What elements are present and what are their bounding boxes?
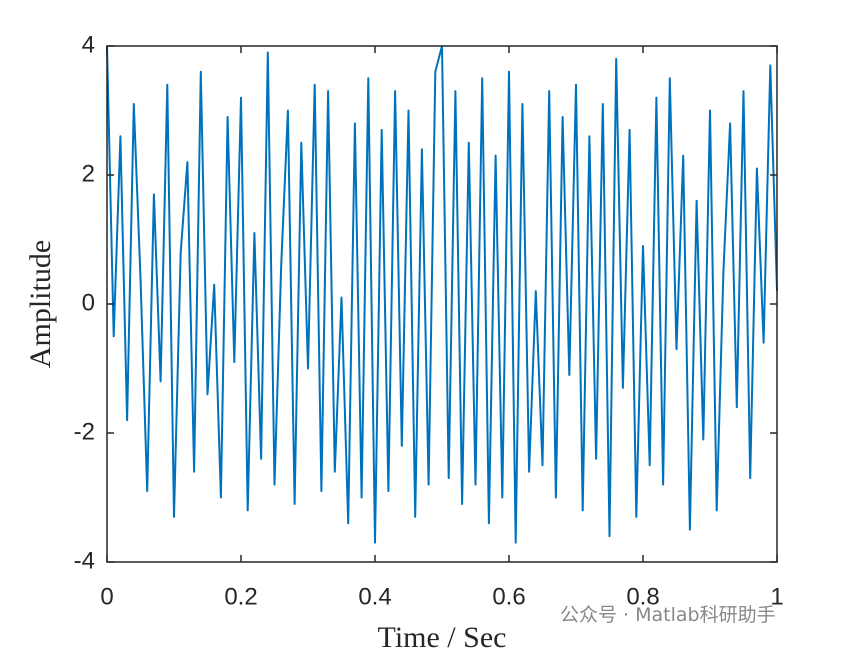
x-tick-label: 0.8 bbox=[626, 583, 659, 610]
y-tick-label: 4 bbox=[82, 31, 95, 58]
x-tick-label: 0.2 bbox=[224, 583, 257, 610]
watermark: 公众号 · Matlab科研助手 bbox=[560, 604, 776, 626]
x-tick-label: 0.4 bbox=[358, 583, 391, 610]
y-tick-label: 0 bbox=[82, 289, 95, 316]
x-axis-label: Time / Sec bbox=[378, 621, 507, 653]
x-tick-label: 0.6 bbox=[492, 583, 525, 610]
y-axis-label: Amplitude bbox=[24, 240, 57, 368]
x-tick-label: 0 bbox=[100, 583, 113, 610]
y-tick-label: -2 bbox=[74, 418, 95, 445]
x-tick-label: 1 bbox=[770, 583, 783, 610]
y-tick-label: -4 bbox=[74, 547, 95, 574]
plot-area bbox=[107, 46, 777, 562]
y-tick-label: 2 bbox=[82, 160, 95, 187]
